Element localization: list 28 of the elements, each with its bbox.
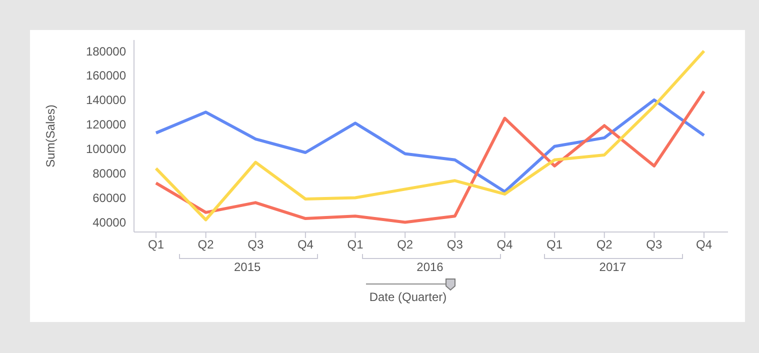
x-tick-label: Q1 [546,238,563,252]
y-tick-label: 80000 [92,166,126,181]
x-tick-label: Q2 [596,238,613,252]
y-tick-label: 60000 [92,191,126,206]
y-axis-title: Sum(Sales) [43,104,58,168]
y-tick-label: 100000 [86,142,126,156]
text: 2017 [598,260,627,274]
y-tick-label: 140000 [86,93,126,108]
y-tick-label: 160000 [86,68,126,83]
x-tick-label: Q3 [446,238,464,252]
x-tick-label: Q4 [496,238,514,252]
x-tick-label: Q1 [148,238,164,252]
x-axis-title: Date (Quarter) [368,290,448,304]
x-tick-label: Q3 [248,238,264,252]
line-series [154,98,706,194]
line-series [154,90,706,224]
text: 2015 [232,260,262,274]
x-tick-label: Q2 [198,238,214,252]
y-tick-label: 120000 [86,118,126,132]
x-tick-label: Q4 [696,238,712,252]
x-tick-label: Q3 [646,238,663,252]
line-series [154,50,706,222]
y-tick-label: 40000 [92,215,126,230]
y-tick-label: 180000 [86,44,126,58]
x-tick-label: Q1 [347,238,364,252]
x-tick-label: Q4 [297,238,314,252]
text: 2016 [416,260,444,274]
x-tick-label: Q2 [397,238,414,252]
